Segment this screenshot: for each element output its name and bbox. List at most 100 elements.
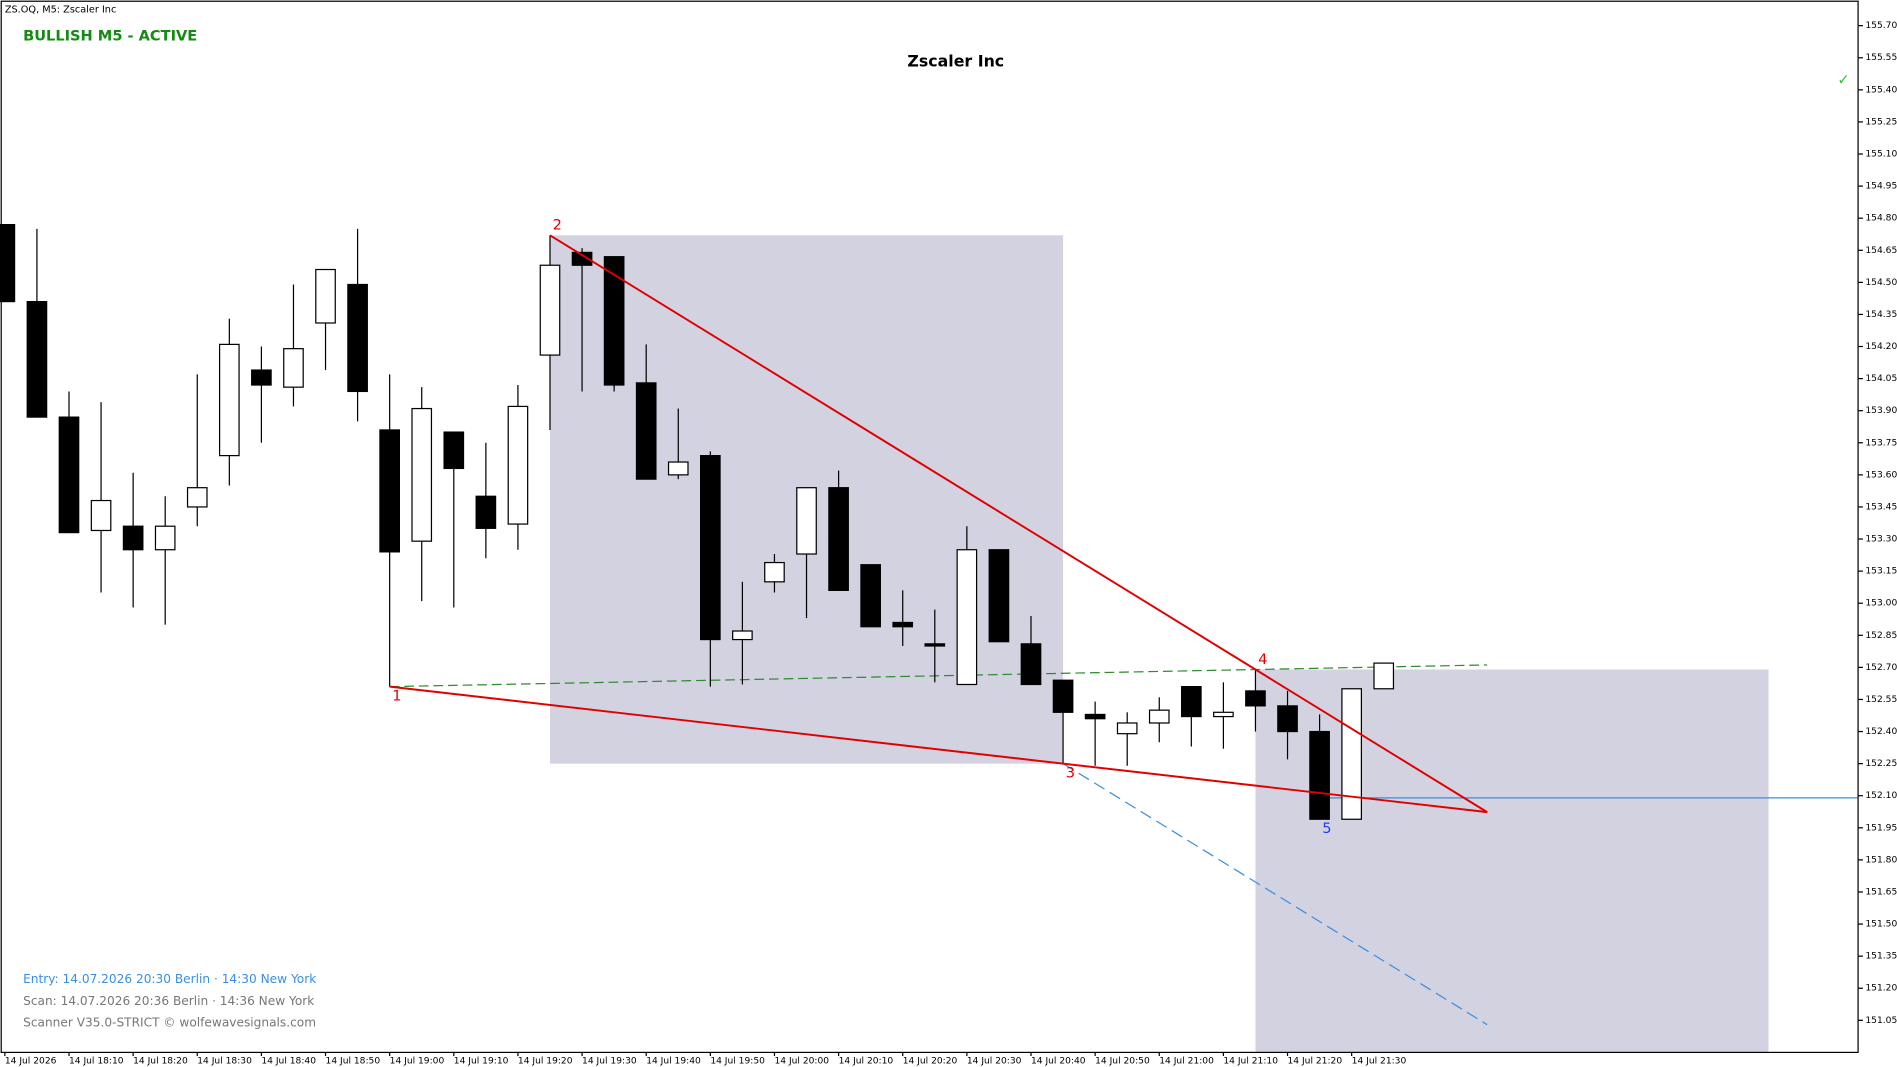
candle-body: [0, 223, 16, 303]
y-tick-label: 151.05: [1865, 1016, 1897, 1026]
y-tick-label: 152.10: [1865, 791, 1897, 801]
line-1-4: [389, 664, 1488, 688]
point-label: 1: [392, 687, 401, 704]
x-tick-label: 14 Jul 18:50: [326, 1056, 381, 1066]
y-tick-label: 151.80: [1865, 855, 1897, 865]
y-tick-label: 155.25: [1865, 117, 1897, 127]
point-label: 3: [1066, 764, 1075, 781]
x-tick-label: 14 Jul 19:40: [646, 1056, 701, 1066]
x-tick-label: 14 Jul 20:40: [1031, 1056, 1086, 1066]
point-label: 5: [1322, 820, 1331, 837]
y-tick-label: 153.90: [1865, 406, 1897, 416]
y-tick-label: 151.65: [1865, 887, 1897, 897]
candle-body: [764, 561, 785, 583]
x-tick-label: 14 Jul 19:50: [710, 1056, 765, 1066]
line-1-3: [389, 685, 1488, 814]
x-tick-label: 14 Jul 20:00: [774, 1056, 829, 1066]
candle-body: [507, 405, 529, 525]
x-tick-label: 14 Jul 20:50: [1095, 1056, 1150, 1066]
target-line: [1062, 763, 1488, 1026]
candle-body: [218, 343, 240, 457]
y-tick-label: 155.70: [1865, 21, 1897, 31]
y-tick-label: 151.35: [1865, 952, 1897, 962]
candle-body: [1341, 688, 1362, 820]
point-label: 2: [553, 217, 562, 234]
x-tick-label: 14 Jul 19:00: [390, 1056, 445, 1066]
candle-body: [1373, 662, 1395, 690]
y-tick-label: 153.45: [1865, 502, 1897, 512]
candle-body: [603, 256, 625, 386]
y-tick-label: 155.10: [1865, 150, 1897, 160]
candle-body: [1020, 643, 1042, 686]
candle-body: [1245, 690, 1266, 707]
candle-body: [283, 348, 304, 388]
scan-info: Scan: 14.07.2026 20:36 Berlin · 14:36 Ne…: [23, 994, 314, 1008]
candle-body: [1277, 705, 1298, 733]
x-tick-label: 14 Jul 21:00: [1159, 1056, 1214, 1066]
status: BULLISH M5 - ACTIVE: [23, 27, 197, 44]
candle-body: [1148, 709, 1170, 724]
x-tick-label: 14 Jul 21:10: [1223, 1056, 1278, 1066]
x-tick-label: 14 Jul 19:30: [582, 1056, 637, 1066]
x-tick-label: 14 Jul 20:20: [903, 1056, 958, 1066]
y-tick-label: 151.20: [1865, 984, 1897, 994]
candle-body: [796, 487, 817, 555]
candle-body: [315, 268, 336, 324]
candle-body: [379, 429, 400, 553]
x-tick-label: 14 Jul 21:30: [1352, 1056, 1407, 1066]
y-tick-label: 154.65: [1865, 246, 1897, 256]
plot-frame: [0, 0, 1859, 1054]
y-tick-label: 153.00: [1865, 599, 1897, 609]
candle-body: [26, 300, 48, 418]
y-tick-label: 154.35: [1865, 310, 1897, 320]
y-tick-label: 154.20: [1865, 342, 1897, 352]
candle-body: [411, 407, 433, 542]
y-tick-label: 152.55: [1865, 695, 1897, 705]
x-tick-label: 14 Jul 18:40: [261, 1056, 316, 1066]
candle-body: [988, 549, 1010, 643]
entry-info: Entry: 14.07.2026 20:30 Berlin · 14:30 N…: [23, 972, 316, 986]
candle-body: [956, 549, 978, 686]
y-tick-label: 154.50: [1865, 278, 1897, 288]
candle-body: [699, 455, 721, 641]
candle-body: [571, 251, 593, 266]
scanner-info: Scanner V35.0-STRICT © wolfewavesignals.…: [23, 1016, 316, 1030]
candle-body: [828, 487, 849, 591]
candle-body: [1052, 679, 1074, 713]
plot: 155.70 155.55 155.40 155.25 155.10 154.95 154.…: [0, 21, 1897, 1066]
candle-body: [251, 369, 272, 386]
x-tick-label: 14 Jul 18:20: [133, 1056, 188, 1066]
candle-body: [475, 495, 497, 529]
x-tick-label: 14 Jul 2026: [5, 1056, 57, 1066]
y-tick-label: 153.75: [1865, 438, 1897, 448]
candle-body: [58, 416, 80, 534]
symbol-label: ZS.OQ, M5: Zscaler Inc: [5, 5, 116, 16]
y-tick-label: 154.95: [1865, 182, 1897, 192]
candle-body: [1309, 730, 1330, 820]
candle-body: [539, 264, 561, 356]
candle-body: [154, 525, 176, 551]
x-tick-label: 14 Jul 20:30: [967, 1056, 1022, 1066]
candle-body: [1180, 686, 1202, 718]
y-tick-label: 155.55: [1865, 53, 1897, 63]
y-tick-label: 154.80: [1865, 214, 1897, 224]
candle-body: [90, 499, 112, 532]
y-tick-label: 153.15: [1865, 567, 1897, 577]
target-zone: [1255, 669, 1769, 1053]
chart-title: Zscaler Inc: [907, 52, 1004, 71]
candle-body: [667, 461, 689, 476]
y-tick-label: 154.05: [1865, 374, 1897, 384]
x-tick-label: 14 Jul 18:30: [197, 1056, 252, 1066]
point-label: 4: [1258, 651, 1267, 668]
y-tick-label: 151.50: [1865, 920, 1897, 930]
candle-body: [1213, 711, 1234, 718]
candle-body: [1116, 722, 1138, 735]
candle-body: [635, 382, 657, 480]
candle-body: [443, 431, 465, 470]
candle-body: [122, 525, 144, 551]
candle-body: [892, 621, 914, 628]
y-tick-label: 152.70: [1865, 663, 1897, 673]
x-tick-label: 14 Jul 20:10: [839, 1056, 894, 1066]
candle-body: [860, 564, 881, 628]
